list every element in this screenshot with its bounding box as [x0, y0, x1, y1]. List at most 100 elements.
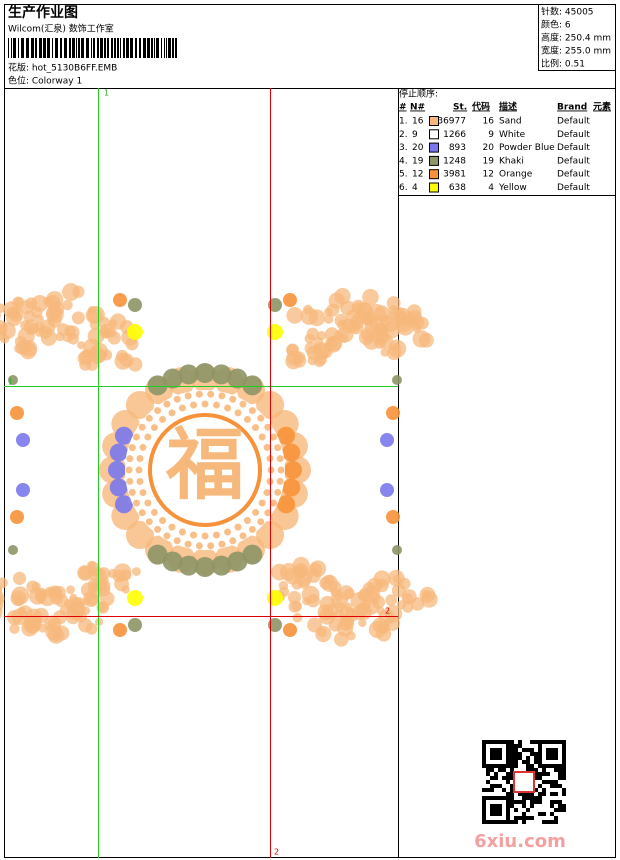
qr-logo [513, 771, 535, 793]
qr-module [506, 764, 510, 768]
needle: 16 [412, 117, 424, 127]
qr-module [510, 804, 514, 808]
qr-module [538, 740, 542, 744]
stitch-blob [190, 401, 198, 409]
qr-module [482, 760, 486, 764]
stitches: 36977 [437, 117, 466, 127]
qr-module [490, 796, 494, 800]
stitch-blob [195, 542, 203, 550]
color-swatch [429, 182, 439, 193]
stitch-blob [135, 466, 143, 474]
color-swatch [429, 142, 439, 153]
qr-module [542, 772, 546, 776]
needle: 9 [412, 130, 418, 140]
brand: Default [557, 117, 590, 127]
qr-module [482, 812, 486, 816]
stitch-blob [168, 409, 176, 417]
stitch-blob [82, 606, 91, 615]
stitch-blob [252, 508, 260, 516]
stitch-blob [239, 532, 247, 540]
stitch-blob [162, 551, 183, 572]
qr-module [514, 800, 518, 804]
stitch-blob [71, 311, 85, 325]
qr-module [534, 788, 538, 792]
qr-module [558, 768, 562, 772]
description: White [499, 130, 526, 140]
qr-module [550, 800, 554, 804]
stitch-blob [362, 288, 379, 306]
info-field: 比例: 0.51 [541, 58, 585, 70]
qr-module [506, 740, 510, 744]
qr-module [538, 784, 542, 788]
stitch-blob [145, 518, 153, 526]
description: Powder Blue [499, 143, 555, 153]
stitch-blob [113, 293, 127, 307]
stitch-blob [268, 298, 282, 312]
stitch-blob [0, 577, 8, 589]
stitch-blob [243, 415, 251, 423]
stitch-blob [128, 298, 142, 312]
brand: Default [557, 170, 590, 180]
qr-module [510, 820, 514, 824]
qr-module [534, 772, 538, 776]
stitch-blob [392, 375, 402, 385]
stitch-blob [109, 313, 127, 330]
stitch-blob [258, 433, 266, 441]
qr-module [526, 756, 530, 760]
qr-module [554, 740, 558, 744]
bar [168, 38, 171, 58]
qr-module [546, 764, 550, 768]
qr-module [542, 788, 546, 792]
qr-module [526, 768, 530, 772]
qr-module [506, 744, 510, 748]
stitch-blob [138, 423, 146, 431]
qr-module [562, 792, 566, 796]
stitch-blob [207, 542, 215, 550]
stitch-blob [406, 304, 422, 319]
qr-module [562, 804, 566, 808]
qr-module [510, 756, 514, 760]
qr-module [486, 740, 490, 744]
qr-module [530, 768, 534, 772]
qr-module [510, 744, 514, 748]
qr-module [518, 744, 522, 748]
stitch-blob [346, 631, 356, 641]
qr-module [494, 756, 498, 760]
stitch-blob [212, 531, 220, 539]
qr-module [538, 764, 542, 768]
stitch-blob [313, 336, 324, 346]
bar [130, 38, 133, 58]
bar [147, 38, 150, 58]
qr-module [514, 756, 518, 760]
qr-module [498, 812, 502, 816]
qr-module [562, 768, 566, 772]
qr-module [554, 808, 558, 812]
qr-module [506, 776, 510, 780]
qr-module [550, 756, 554, 760]
color-swatch [429, 116, 439, 126]
brand: Default [557, 156, 590, 166]
qr-module [494, 776, 498, 780]
qr-module [530, 764, 534, 768]
brand: Default [557, 130, 590, 140]
stitch-blob [127, 590, 143, 606]
qr-module [530, 792, 534, 796]
qr-module [522, 812, 526, 816]
stitch-blob [138, 509, 146, 517]
bar [154, 38, 155, 58]
stitch-blob [178, 555, 199, 576]
stitch-blob [114, 426, 133, 445]
qr-module [506, 772, 510, 776]
qr-module [490, 804, 494, 808]
stitch-blob [150, 424, 158, 432]
bar [161, 38, 162, 58]
stitch-blob [362, 582, 376, 596]
stitch-blob [10, 510, 24, 524]
qr-module [558, 784, 562, 788]
qr-module [518, 792, 522, 796]
stitch-blob [344, 588, 355, 599]
stitch-blob [33, 607, 49, 624]
qr-module [550, 780, 554, 784]
qr-module [542, 768, 546, 772]
stitch-blob [178, 528, 186, 536]
